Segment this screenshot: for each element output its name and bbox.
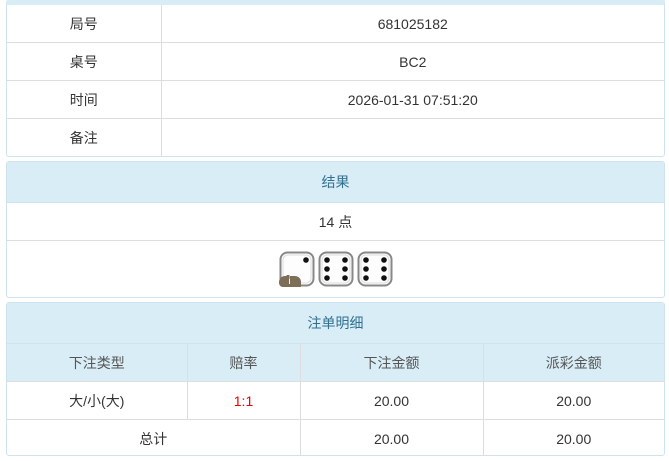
die-icon [357,251,392,287]
label: 局号 [7,5,162,43]
bet-details-title: 注单明细 [7,303,664,344]
label: 备注 [7,118,162,156]
total-amount: 20.00 [299,419,484,455]
total-row: 总计 20.00 20.00 [7,419,664,455]
bet-details-table: 下注类型 赔率 下注金额 派彩金额 大/小(大) 1:1 20.00 20.00… [7,344,664,455]
points-value: 14 点 [7,203,664,241]
round-id-value: 681025182 [160,5,664,43]
info-badge-icon[interactable]: i [278,276,301,287]
row-round-id: 局号 681025182 [7,5,664,43]
dice-group: i [278,251,393,287]
row-table-id: 桌号 BC2 [7,42,664,81]
total-label: 总计 [7,419,301,455]
odds: 1:1 [186,381,301,420]
label: 桌号 [7,42,162,81]
row-time: 时间 2026-01-31 07:51:20 [7,80,664,119]
table-row: 大/小(大) 1:1 20.00 20.00 [7,381,664,420]
round-info-panel: 局号 681025182 桌号 BC2 时间 2026-01-31 07:51:20 … [6,0,665,157]
round-info-table: 局号 681025182 桌号 BC2 时间 2026-01-31 07:51:20 … [7,5,664,156]
bet-type: 大/小(大) [7,381,188,420]
total-payout: 20.00 [482,419,664,455]
time-value: 2026-01-31 07:51:20 [160,80,664,119]
bet-details-panel: 注单明细 下注类型 赔率 下注金额 派彩金额 大/小(大) 1:1 20.00 … [6,302,665,456]
col-bet-amount: 下注金额 [299,344,484,382]
col-odds: 赔率 [186,344,301,382]
table-id-value: BC2 [160,42,664,81]
row-remark: 备注 [7,118,664,156]
label: 时间 [7,80,162,119]
result-title: 结果 [7,162,664,203]
col-bet-type: 下注类型 [7,344,188,382]
result-panel: 结果 14 点 i [6,161,665,298]
remark-value [160,118,664,156]
die-icon [318,251,353,287]
col-payout: 派彩金额 [482,344,664,382]
result-table: 14 点 i [7,203,664,297]
dice-cell: i [7,240,664,297]
bet-amount: 20.00 [299,381,484,420]
payout: 20.00 [482,381,664,420]
column-header-row: 下注类型 赔率 下注金额 派彩金额 [7,344,664,382]
